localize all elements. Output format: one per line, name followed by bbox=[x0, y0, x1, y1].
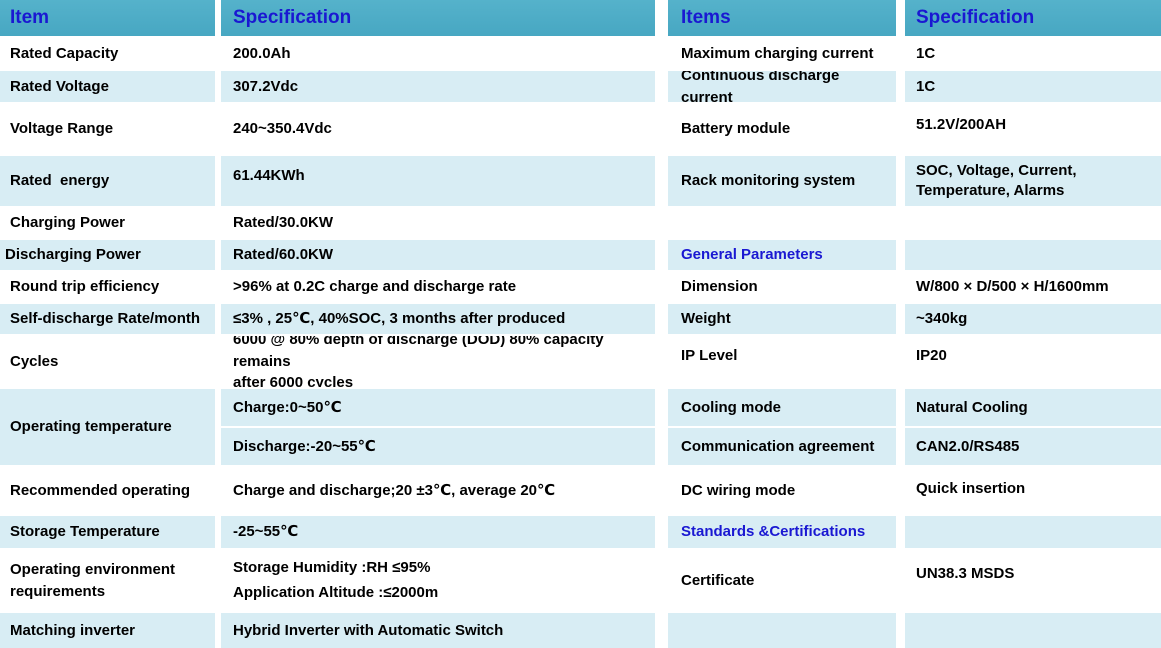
item-operating-environment: Operating environment requirements bbox=[0, 550, 215, 611]
value-self-discharge-rate: ≤3% , 25℃, 40%SOC, 3 months after produc… bbox=[221, 304, 655, 334]
item-self-discharge-rate: Self-discharge Rate/month bbox=[0, 304, 215, 334]
value-battery-module: 51.2V/200AH bbox=[905, 104, 1161, 154]
item-round-trip-efficiency: Round trip efficiency bbox=[0, 272, 215, 302]
item-dc-wiring-mode: DC wiring mode bbox=[668, 467, 896, 514]
empty-cell bbox=[668, 613, 896, 648]
section-standards-certifications: Standards &Certifications bbox=[668, 516, 896, 548]
empty-cell bbox=[668, 208, 896, 238]
value-rack-monitoring-system: SOC, Voltage, Current, Temperature, Alar… bbox=[905, 156, 1161, 206]
value-discharging-power: Rated/60.0KW bbox=[221, 240, 655, 270]
value-weight: ~340kg bbox=[905, 304, 1161, 334]
item-voltage-range: Voltage Range bbox=[0, 104, 215, 154]
value-communication-agreement: CAN2.0/RS485 bbox=[905, 428, 1161, 465]
value-ip-level: IP20 bbox=[905, 336, 1161, 387]
item-recommended-operating: Recommended operating bbox=[0, 467, 215, 514]
empty-cell bbox=[905, 208, 1161, 238]
empty-cell bbox=[905, 516, 1161, 548]
value-storage-temperature: -25~55℃ bbox=[221, 516, 655, 548]
empty-cell bbox=[905, 240, 1161, 270]
item-ip-level: IP Level bbox=[668, 336, 896, 387]
item-storage-temperature: Storage Temperature bbox=[0, 516, 215, 548]
value-rated-energy: 61.44KWh bbox=[221, 156, 655, 206]
value-maximum-charging-current: 1C bbox=[905, 38, 1161, 69]
item-dimension: Dimension bbox=[668, 272, 896, 302]
value-recommended-operating: Charge and discharge;20 ±3℃, average 20℃ bbox=[221, 467, 655, 514]
item-continuous-discharge-current: Continuous discharge current bbox=[668, 71, 896, 102]
item-rack-monitoring-system: Rack monitoring system bbox=[668, 156, 896, 206]
value-rated-voltage: 307.2Vdc bbox=[221, 71, 655, 102]
column-header-spec-right: Specification bbox=[905, 0, 1161, 36]
item-operating-temperature: Operating temperature bbox=[0, 389, 215, 465]
value-charging-power: Rated/30.0KW bbox=[221, 208, 655, 238]
value-cooling-mode: Natural Cooling bbox=[905, 389, 1161, 426]
value-operating-temperature-charge: Charge:0~50℃ bbox=[221, 389, 655, 426]
column-header-item-right: Items bbox=[668, 0, 896, 36]
value-continuous-discharge-current: 1C bbox=[905, 71, 1161, 102]
item-maximum-charging-current: Maximum charging current bbox=[668, 38, 896, 69]
value-cycles: 6000 @ 80% depth of discharge (DOD) 80% … bbox=[221, 336, 655, 387]
item-cycles: Cycles bbox=[0, 336, 215, 387]
item-certificate: Certificate bbox=[668, 550, 896, 611]
column-header-spec-left: Specification bbox=[221, 0, 655, 36]
empty-cell bbox=[905, 613, 1161, 648]
value-operating-environment: Storage Humidity :RH ≤95% Application Al… bbox=[221, 550, 655, 611]
value-operating-temperature-discharge: Discharge:-20~55℃ bbox=[221, 428, 655, 465]
item-rated-voltage: Rated Voltage bbox=[0, 71, 215, 102]
value-round-trip-efficiency: >96% at 0.2C charge and discharge rate bbox=[221, 272, 655, 302]
item-battery-module: Battery module bbox=[668, 104, 896, 154]
value-matching-inverter: Hybrid Inverter with Automatic Switch bbox=[221, 613, 655, 648]
value-rated-capacity: 200.0Ah bbox=[221, 38, 655, 69]
value-voltage-range: 240~350.4Vdc bbox=[221, 104, 655, 154]
item-matching-inverter: Matching inverter bbox=[0, 613, 215, 648]
item-communication-agreement: Communication agreement bbox=[668, 428, 896, 465]
item-rated-capacity: Rated Capacity bbox=[0, 38, 215, 69]
value-dimension: W/800 × D/500 × H/1600mm bbox=[905, 272, 1161, 302]
item-rated-energy: Rated energy bbox=[0, 156, 215, 206]
column-header-item-left: Item bbox=[0, 0, 215, 36]
item-weight: Weight bbox=[668, 304, 896, 334]
item-cooling-mode: Cooling mode bbox=[668, 389, 896, 426]
value-certificate: UN38.3 MSDS bbox=[905, 550, 1161, 611]
value-dc-wiring-mode: Quick insertion bbox=[905, 467, 1161, 514]
section-general-parameters: General Parameters bbox=[668, 240, 896, 270]
item-discharging-power: Discharging Power bbox=[0, 240, 215, 270]
item-charging-power: Charging Power bbox=[0, 208, 215, 238]
